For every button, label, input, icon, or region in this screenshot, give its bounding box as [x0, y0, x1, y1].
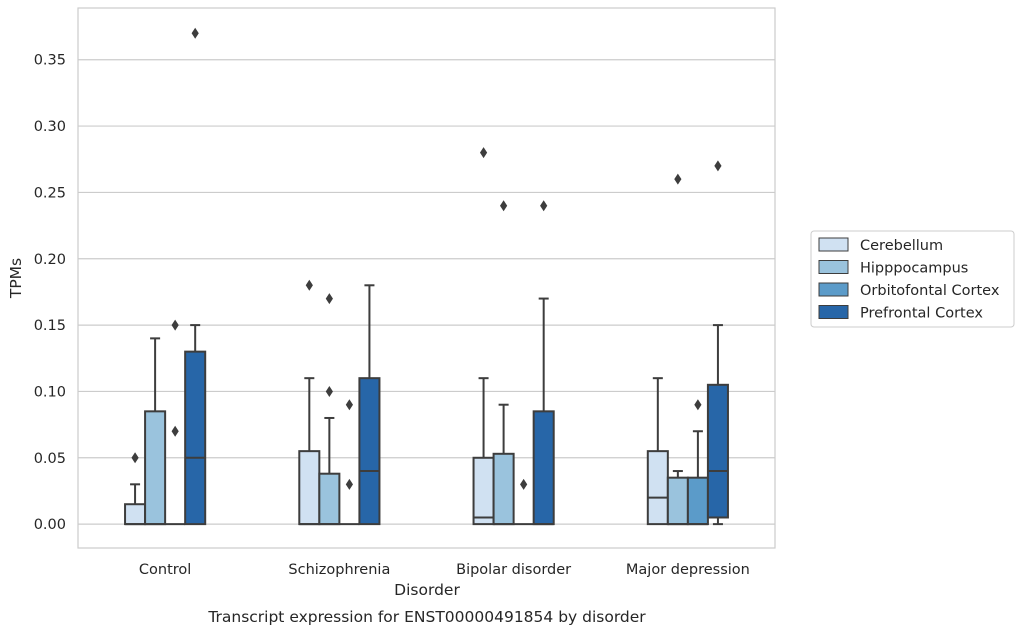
x-axis-title: Disorder: [394, 581, 460, 599]
box-prefrontal-cortex: [706, 160, 729, 526]
y-axis-title: TPMs: [7, 258, 25, 299]
box-body: [318, 472, 341, 526]
box-hipppocampus: [318, 293, 341, 526]
y-tick-labels: 0.00 0.05 0.10 0.15 0.20 0.25 0.30 0.35: [34, 53, 66, 533]
outlier-point: [171, 425, 179, 437]
x-tick-label: Bipolar disorder: [456, 562, 571, 578]
x-tick-labels: Control Schizophrenia Bipolar disorder Majo…: [139, 562, 750, 578]
y-tick-label: 0.00: [34, 517, 66, 533]
outlier-point: [345, 478, 353, 490]
y-tick-label: 0.10: [34, 384, 66, 400]
outlier-point: [305, 279, 313, 291]
y-tick-label: 0.20: [34, 252, 66, 268]
chart-caption: Transcript expression for ENST0000049185…: [207, 608, 646, 626]
y-tick-label: 0.35: [34, 53, 66, 69]
grid-lines: [78, 59, 775, 525]
legend-label: Hipppocampus: [860, 261, 968, 277]
box-body: [706, 383, 729, 519]
box-body: [666, 476, 689, 526]
box-orbitofontal-cortex: [686, 399, 709, 526]
x-tick-label: Schizophrenia: [288, 562, 390, 578]
legend: Cerebellum Hipppocampus Orbitofontal Corte…: [810, 230, 1015, 328]
outlier-point: [694, 399, 702, 411]
y-tick-label: 0.15: [34, 318, 66, 334]
box-orbitofontal-cortex: [339, 399, 360, 526]
box-hipppocampus: [666, 173, 689, 526]
box-body: [298, 450, 321, 526]
legend-label: Orbitofontal Cortex: [860, 283, 1000, 299]
box-body: [686, 476, 709, 526]
box-cerebellum: [646, 377, 669, 526]
box-orbitofontal-cortex: [165, 319, 186, 526]
legend-swatch: [818, 305, 849, 319]
box-body: [472, 456, 495, 526]
outlier-point: [191, 27, 199, 39]
box-body: [358, 377, 381, 526]
outlier-point: [674, 173, 682, 185]
outlier-point: [171, 319, 179, 331]
legend-label: Cerebellum: [860, 238, 943, 254]
plot-boxes: [124, 27, 729, 526]
legend-swatch: [818, 260, 849, 274]
y-tick-label: 0.25: [34, 185, 66, 201]
outlier-point: [479, 147, 488, 159]
outlier-point: [345, 399, 353, 411]
legend-label: Prefrontal Cortex: [860, 306, 983, 322]
box-body: [492, 452, 515, 526]
outlier-point: [131, 452, 139, 464]
legend-swatch: [818, 282, 849, 297]
box-hipppocampus: [492, 200, 515, 526]
outlier-point: [500, 200, 508, 212]
box-cerebellum: [298, 279, 321, 526]
outlier-point: [714, 160, 722, 172]
box-cerebellum: [472, 147, 495, 526]
x-tick-label: Control: [139, 562, 191, 578]
y-tick-label: 0.05: [34, 451, 66, 467]
box-body: [124, 503, 147, 526]
x-tick-label: Major depression: [626, 562, 750, 578]
box-prefrontal-cortex: [532, 200, 555, 526]
plot-area-frame: [77, 7, 776, 549]
y-tick-label: 0.30: [34, 119, 66, 135]
box-prefrontal-cortex: [358, 284, 381, 526]
box-body: [532, 410, 555, 526]
box-prefrontal-cortex: [184, 27, 207, 526]
legend-frame: [810, 230, 1015, 328]
outlier-point: [325, 293, 333, 305]
outlier-point: [325, 385, 333, 397]
box-cerebellum: [124, 452, 147, 526]
outlier-point: [520, 478, 528, 490]
box-body: [184, 350, 207, 526]
box-body: [646, 450, 669, 526]
box-hipppocampus: [144, 337, 167, 526]
outlier-point: [540, 200, 548, 212]
legend-swatch: [818, 237, 849, 252]
box-body: [144, 410, 167, 526]
box-orbitofontal-cortex: [513, 478, 534, 526]
